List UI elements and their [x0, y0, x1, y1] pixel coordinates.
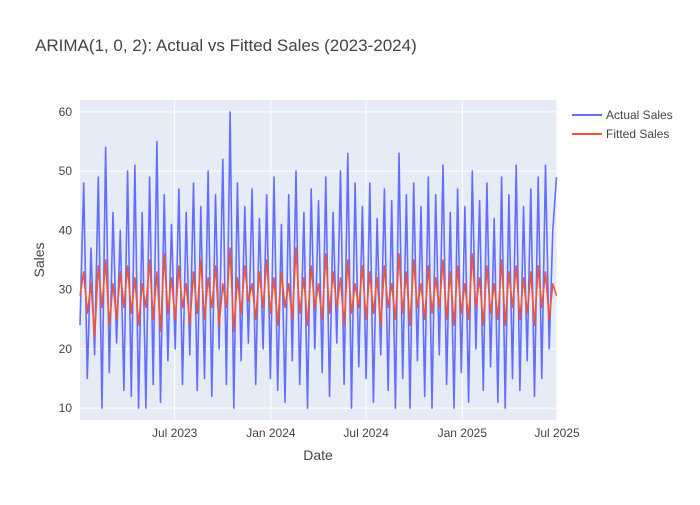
- legend-label: Fitted Sales: [606, 127, 669, 141]
- y-tick-label: 60: [59, 105, 73, 119]
- legend-label: Actual Sales: [606, 108, 673, 122]
- x-axis-title: Date: [303, 447, 333, 463]
- x-tick-label: Jan 2025: [438, 426, 488, 440]
- y-tick-label: 30: [59, 283, 73, 297]
- legend-item[interactable]: Actual Sales: [572, 108, 673, 122]
- y-axis-title: Sales: [31, 242, 47, 277]
- chart-title: ARIMA(1, 0, 2): Actual vs Fitted Sales (…: [35, 36, 417, 55]
- x-tick-label: Jul 2023: [152, 426, 198, 440]
- x-axis-ticks: Jul 2023 Jan 2024 Jul 2024 Jan 2025 Jul 2025: [152, 426, 580, 440]
- y-axis-ticks: 10 20 30 40 50 60: [59, 105, 73, 415]
- y-tick-label: 50: [59, 164, 73, 178]
- legend[interactable]: Actual Sales Fitted Sales: [572, 108, 673, 141]
- y-tick-label: 10: [59, 401, 73, 415]
- series-layer: [79, 111, 558, 409]
- y-tick-label: 40: [59, 223, 73, 237]
- legend-item[interactable]: Fitted Sales: [572, 127, 669, 141]
- x-tick-label: Jan 2024: [246, 426, 296, 440]
- x-tick-label: Jul 2024: [343, 426, 389, 440]
- y-tick-label: 20: [59, 342, 73, 356]
- x-tick-label: Jul 2025: [534, 426, 580, 440]
- series-line-fitted-sales: [79, 247, 558, 338]
